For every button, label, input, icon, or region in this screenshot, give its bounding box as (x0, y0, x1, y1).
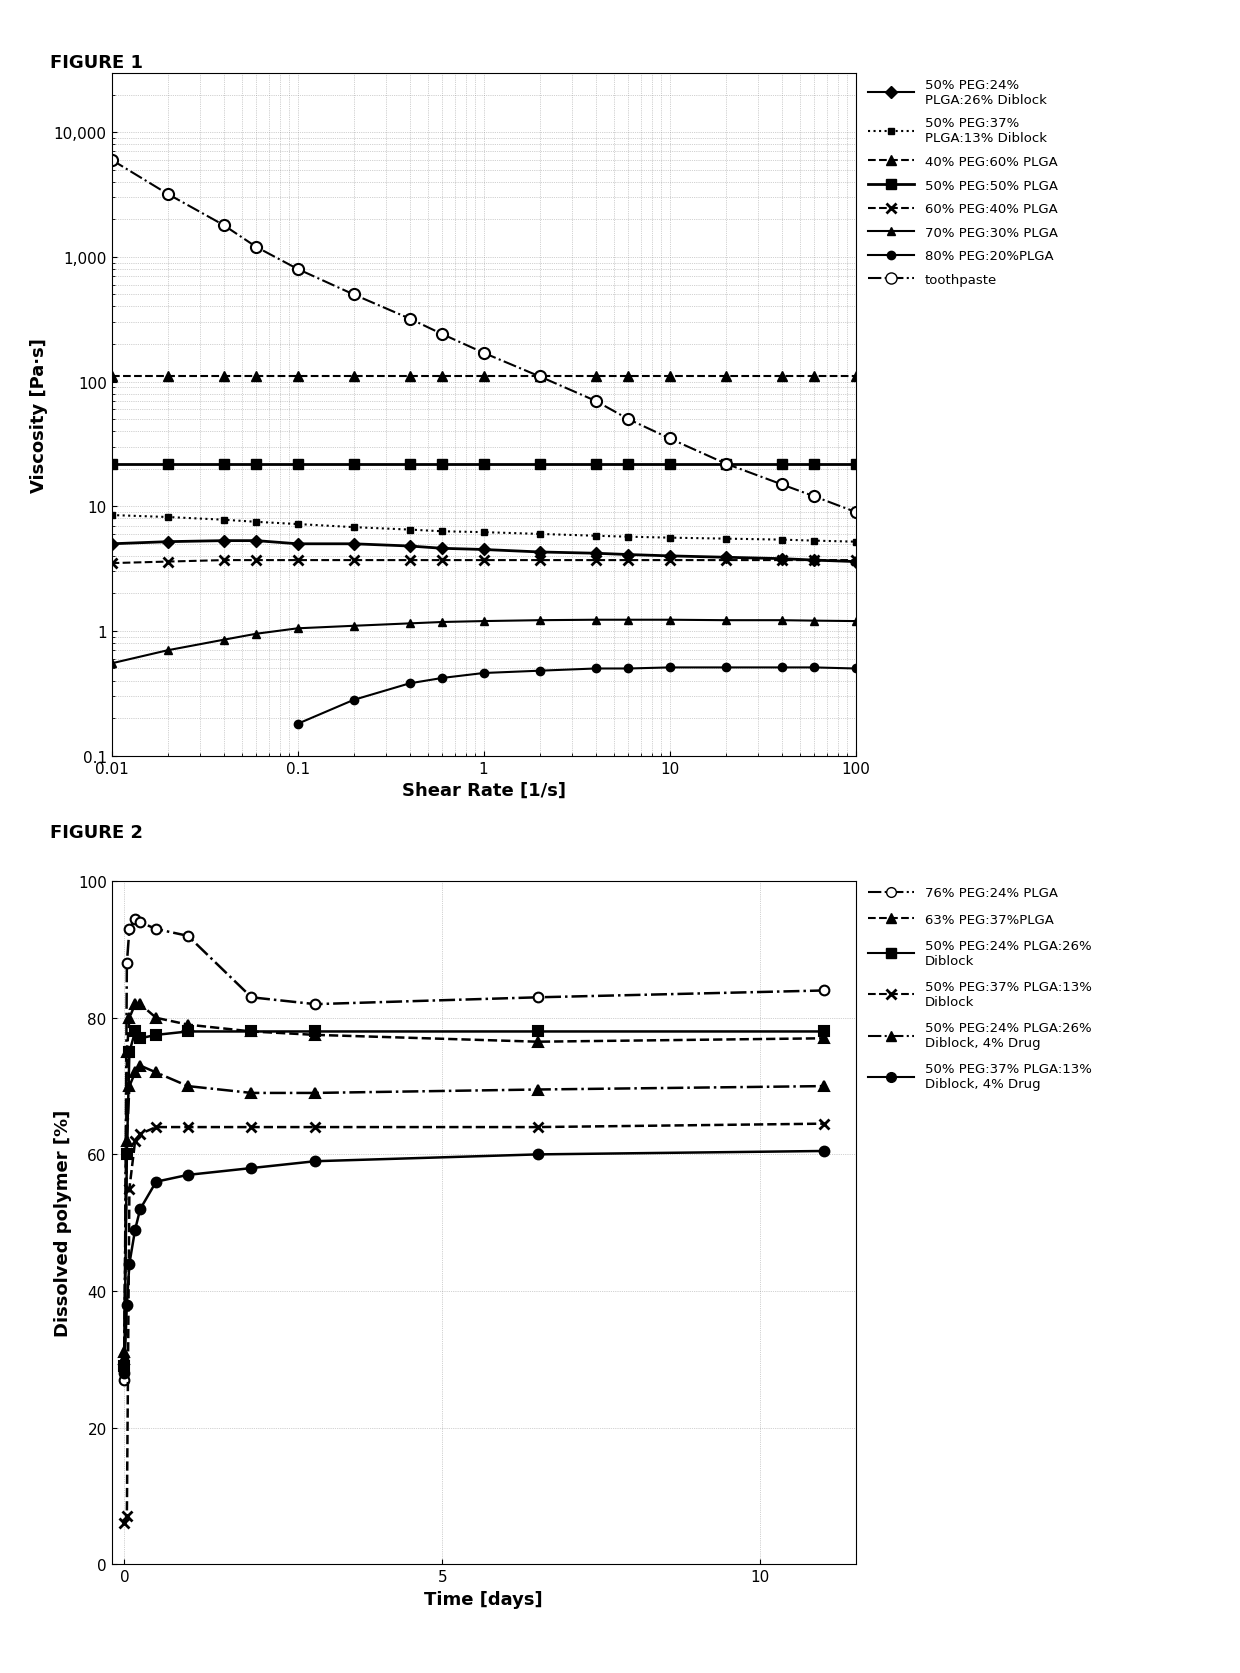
Y-axis label: Viscosity [Pa·s]: Viscosity [Pa·s] (30, 338, 48, 492)
50% PEG:37% PLGA:13%
Diblock, 4% Drug (128, 1220, 143, 1240)
63% PEG:37%PLGA (181, 1016, 196, 1036)
50% PEG:24% PLGA:26%
Diblock, 4% Drug (244, 1082, 259, 1103)
50% PEG:24% PLGA:26%
Diblock (117, 1357, 131, 1377)
50% PEG:24% PLGA:26%
Diblock, 4% Drug (531, 1079, 546, 1099)
50% PEG:24% PLGA:26%
Diblock (128, 1022, 143, 1042)
50% PEG:24% PLGA:26%
Diblock, 4% Drug (119, 1131, 134, 1151)
50% PEG:24% PLGA:26%
Diblock, 4% Drug (308, 1082, 322, 1103)
50% PEG:37% PLGA:13%
Diblock, 4% Drug (122, 1253, 136, 1273)
50% PEG:24% PLGA:26%
Diblock, 4% Drug (133, 1056, 148, 1076)
63% PEG:37%PLGA (117, 1350, 131, 1370)
63% PEG:37%PLGA (244, 1022, 259, 1042)
50% PEG:37% PLGA:13%
Diblock (149, 1118, 164, 1138)
76% PEG:24% PLGA (122, 920, 136, 940)
76% PEG:24% PLGA (816, 980, 831, 1000)
Line: 50% PEG:37% PLGA:13%
Diblock, 4% Drug: 50% PEG:37% PLGA:13% Diblock, 4% Drug (119, 1146, 828, 1379)
50% PEG:37% PLGA:13%
Diblock, 4% Drug (308, 1151, 322, 1171)
63% PEG:37%PLGA (149, 1009, 164, 1029)
50% PEG:37% PLGA:13%
Diblock (531, 1118, 546, 1138)
Line: 50% PEG:24% PLGA:26%
Diblock: 50% PEG:24% PLGA:26% Diblock (119, 1027, 828, 1372)
50% PEG:37% PLGA:13%
Diblock (128, 1131, 143, 1151)
50% PEG:24% PLGA:26%
Diblock (122, 1042, 136, 1062)
50% PEG:24% PLGA:26%
Diblock, 4% Drug (181, 1076, 196, 1096)
76% PEG:24% PLGA (244, 987, 259, 1007)
50% PEG:37% PLGA:13%
Diblock (816, 1114, 831, 1134)
50% PEG:24% PLGA:26%
Diblock (133, 1029, 148, 1049)
Y-axis label: Dissolved polymer [%]: Dissolved polymer [%] (55, 1109, 72, 1337)
50% PEG:37% PLGA:13%
Diblock (244, 1118, 259, 1138)
63% PEG:37%PLGA (531, 1032, 546, 1052)
50% PEG:24% PLGA:26%
Diblock, 4% Drug (149, 1062, 164, 1082)
50% PEG:37% PLGA:13%
Diblock, 4% Drug (149, 1173, 164, 1193)
50% PEG:37% PLGA:13%
Diblock (122, 1179, 136, 1200)
X-axis label: Shear Rate [1/s]: Shear Rate [1/s] (402, 781, 565, 800)
63% PEG:37%PLGA (308, 1026, 322, 1046)
76% PEG:24% PLGA (133, 912, 148, 932)
50% PEG:37% PLGA:13%
Diblock, 4% Drug (119, 1295, 134, 1315)
50% PEG:37% PLGA:13%
Diblock, 4% Drug (244, 1158, 259, 1178)
50% PEG:37% PLGA:13%
Diblock (181, 1118, 196, 1138)
Text: FIGURE 1: FIGURE 1 (50, 54, 143, 72)
50% PEG:37% PLGA:13%
Diblock, 4% Drug (117, 1363, 131, 1384)
50% PEG:37% PLGA:13%
Diblock, 4% Drug (531, 1144, 546, 1164)
76% PEG:24% PLGA (119, 954, 134, 974)
Line: 76% PEG:24% PLGA: 76% PEG:24% PLGA (119, 915, 828, 1385)
X-axis label: Time [days]: Time [days] (424, 1589, 543, 1608)
50% PEG:24% PLGA:26%
Diblock (531, 1022, 546, 1042)
50% PEG:24% PLGA:26%
Diblock (181, 1022, 196, 1042)
76% PEG:24% PLGA (149, 920, 164, 940)
50% PEG:24% PLGA:26%
Diblock (149, 1026, 164, 1046)
76% PEG:24% PLGA (531, 987, 546, 1007)
63% PEG:37%PLGA (816, 1029, 831, 1049)
50% PEG:24% PLGA:26%
Diblock (816, 1022, 831, 1042)
50% PEG:37% PLGA:13%
Diblock, 4% Drug (816, 1141, 831, 1161)
76% PEG:24% PLGA (117, 1370, 131, 1390)
50% PEG:24% PLGA:26%
Diblock, 4% Drug (816, 1076, 831, 1096)
76% PEG:24% PLGA (181, 927, 196, 947)
Line: 50% PEG:24% PLGA:26%
Diblock, 4% Drug: 50% PEG:24% PLGA:26% Diblock, 4% Drug (119, 1061, 828, 1357)
63% PEG:37%PLGA (128, 994, 143, 1014)
Legend: 76% PEG:24% PLGA, 63% PEG:37%PLGA, 50% PEG:24% PLGA:26%
Diblock, 50% PEG:37% PLG: 76% PEG:24% PLGA, 63% PEG:37%PLGA, 50% P… (863, 882, 1097, 1096)
63% PEG:37%PLGA (133, 994, 148, 1014)
50% PEG:37% PLGA:13%
Diblock (119, 1506, 134, 1526)
50% PEG:37% PLGA:13%
Diblock (117, 1514, 131, 1534)
Line: 63% PEG:37%PLGA: 63% PEG:37%PLGA (119, 1000, 828, 1365)
76% PEG:24% PLGA (308, 994, 322, 1014)
63% PEG:37%PLGA (119, 1042, 134, 1062)
Legend: 50% PEG:24%
PLGA:26% Diblock, 50% PEG:37%
PLGA:13% Diblock, 40% PEG:60% PLGA, 50: 50% PEG:24% PLGA:26% Diblock, 50% PEG:37… (863, 74, 1064, 291)
50% PEG:24% PLGA:26%
Diblock, 4% Drug (128, 1062, 143, 1082)
63% PEG:37%PLGA (122, 1009, 136, 1029)
50% PEG:37% PLGA:13%
Diblock, 4% Drug (133, 1200, 148, 1220)
50% PEG:37% PLGA:13%
Diblock (133, 1124, 148, 1144)
Text: FIGURE 2: FIGURE 2 (50, 823, 143, 842)
50% PEG:24% PLGA:26%
Diblock (119, 1144, 134, 1164)
50% PEG:24% PLGA:26%
Diblock (244, 1022, 259, 1042)
50% PEG:24% PLGA:26%
Diblock (308, 1022, 322, 1042)
50% PEG:37% PLGA:13%
Diblock, 4% Drug (181, 1164, 196, 1184)
50% PEG:24% PLGA:26%
Diblock, 4% Drug (117, 1343, 131, 1363)
50% PEG:24% PLGA:26%
Diblock, 4% Drug (122, 1076, 136, 1096)
50% PEG:37% PLGA:13%
Diblock (308, 1118, 322, 1138)
76% PEG:24% PLGA (128, 908, 143, 929)
Line: 50% PEG:37% PLGA:13%
Diblock: 50% PEG:37% PLGA:13% Diblock (119, 1119, 828, 1527)
